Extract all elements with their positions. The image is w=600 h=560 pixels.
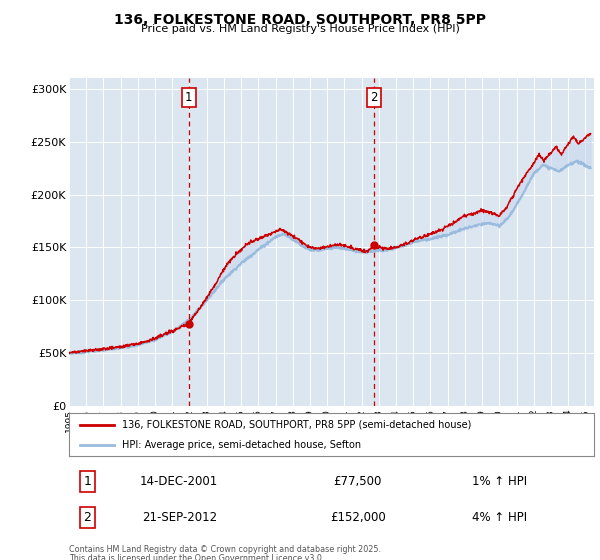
- Text: Price paid vs. HM Land Registry's House Price Index (HPI): Price paid vs. HM Land Registry's House …: [140, 24, 460, 34]
- Text: This data is licensed under the Open Government Licence v3.0.: This data is licensed under the Open Gov…: [69, 554, 325, 560]
- Text: 1% ↑ HPI: 1% ↑ HPI: [472, 475, 527, 488]
- Text: £152,000: £152,000: [330, 511, 386, 524]
- Text: 21-SEP-2012: 21-SEP-2012: [142, 511, 217, 524]
- Text: £77,500: £77,500: [334, 475, 382, 488]
- Text: 136, FOLKESTONE ROAD, SOUTHPORT, PR8 5PP: 136, FOLKESTONE ROAD, SOUTHPORT, PR8 5PP: [114, 13, 486, 27]
- Text: 2: 2: [83, 511, 91, 524]
- Text: 4% ↑ HPI: 4% ↑ HPI: [472, 511, 527, 524]
- Text: 1: 1: [83, 475, 91, 488]
- Text: 136, FOLKESTONE ROAD, SOUTHPORT, PR8 5PP (semi-detached house): 136, FOLKESTONE ROAD, SOUTHPORT, PR8 5PP…: [121, 419, 471, 430]
- Text: 1: 1: [185, 91, 193, 104]
- Text: HPI: Average price, semi-detached house, Sefton: HPI: Average price, semi-detached house,…: [121, 440, 361, 450]
- Text: Contains HM Land Registry data © Crown copyright and database right 2025.: Contains HM Land Registry data © Crown c…: [69, 545, 381, 554]
- Text: 14-DEC-2001: 14-DEC-2001: [140, 475, 218, 488]
- Text: 2: 2: [370, 91, 378, 104]
